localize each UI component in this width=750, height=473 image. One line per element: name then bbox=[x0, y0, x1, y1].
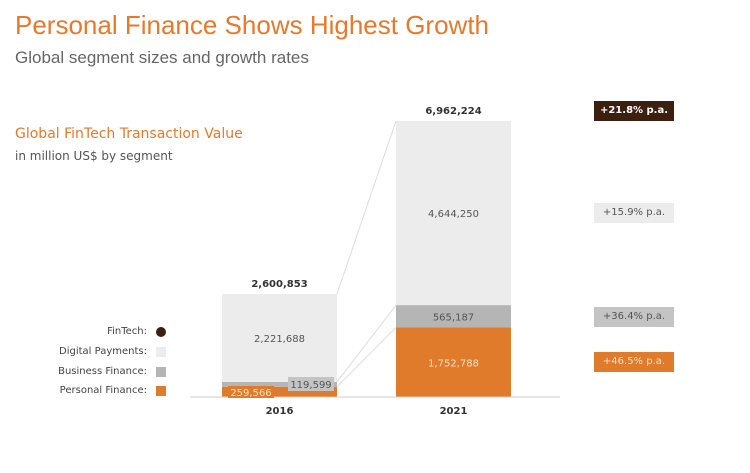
data-label-digital-payments: 4,644,250 bbox=[428, 209, 479, 220]
chart-title: Global FinTech Transaction Value bbox=[15, 126, 243, 142]
label-box-business-finance bbox=[288, 377, 334, 391]
growth-badge-digital-payments: +15.9% p.a. bbox=[594, 203, 674, 223]
connector-line bbox=[336, 304, 397, 383]
x-tick-label: 2021 bbox=[440, 406, 468, 417]
legend-label-fintech: FinTech: bbox=[107, 326, 147, 337]
label-box-personal-finance bbox=[228, 386, 274, 398]
total-label: 6,962,224 bbox=[425, 106, 481, 117]
growth-badge-fintech: +21.8% p.a. bbox=[594, 101, 674, 121]
x-tick-label: 2016 bbox=[266, 406, 294, 417]
chart-subtitle: in million US$ by segment bbox=[15, 149, 173, 163]
legend-marker-business-finance bbox=[156, 367, 166, 377]
bar-2021-segment-0 bbox=[396, 327, 511, 397]
total-label: 2,600,853 bbox=[251, 279, 307, 290]
page-title: Personal Finance Shows Highest Growth bbox=[15, 10, 490, 40]
connector-line bbox=[336, 120, 397, 295]
growth-badge-personal-finance: +46.5% p.a. bbox=[594, 352, 674, 372]
page-subtitle: Global segment sizes and growth rates bbox=[15, 48, 309, 67]
data-label-digital-payments: 2,221,688 bbox=[254, 334, 305, 345]
legend-label-digital-payments: Digital Payments: bbox=[59, 346, 147, 357]
bar-2016-segment-1 bbox=[222, 381, 337, 387]
bar-2021-segment-2 bbox=[396, 120, 511, 306]
data-label-business-finance: 119,599 bbox=[290, 380, 331, 391]
legend-marker-fintech bbox=[156, 327, 166, 337]
bar-2016-segment-2 bbox=[222, 293, 337, 382]
legend-marker-digital-payments bbox=[156, 347, 166, 357]
bar-2021-segment-1 bbox=[396, 305, 511, 328]
data-label-personal-finance: 259,566 bbox=[230, 388, 271, 399]
connector-line bbox=[336, 327, 397, 388]
data-label-business-finance: 565,187 bbox=[433, 312, 474, 323]
data-label-personal-finance: 1,752,788 bbox=[428, 358, 479, 369]
legend-label-personal-finance: Personal Finance: bbox=[59, 385, 147, 396]
legend-label-business-finance: Business Finance: bbox=[58, 366, 147, 377]
growth-badge-business-finance: +36.4% p.a. bbox=[594, 307, 674, 327]
bar-2016-segment-0 bbox=[222, 386, 337, 397]
legend-marker-personal-finance bbox=[156, 386, 166, 396]
